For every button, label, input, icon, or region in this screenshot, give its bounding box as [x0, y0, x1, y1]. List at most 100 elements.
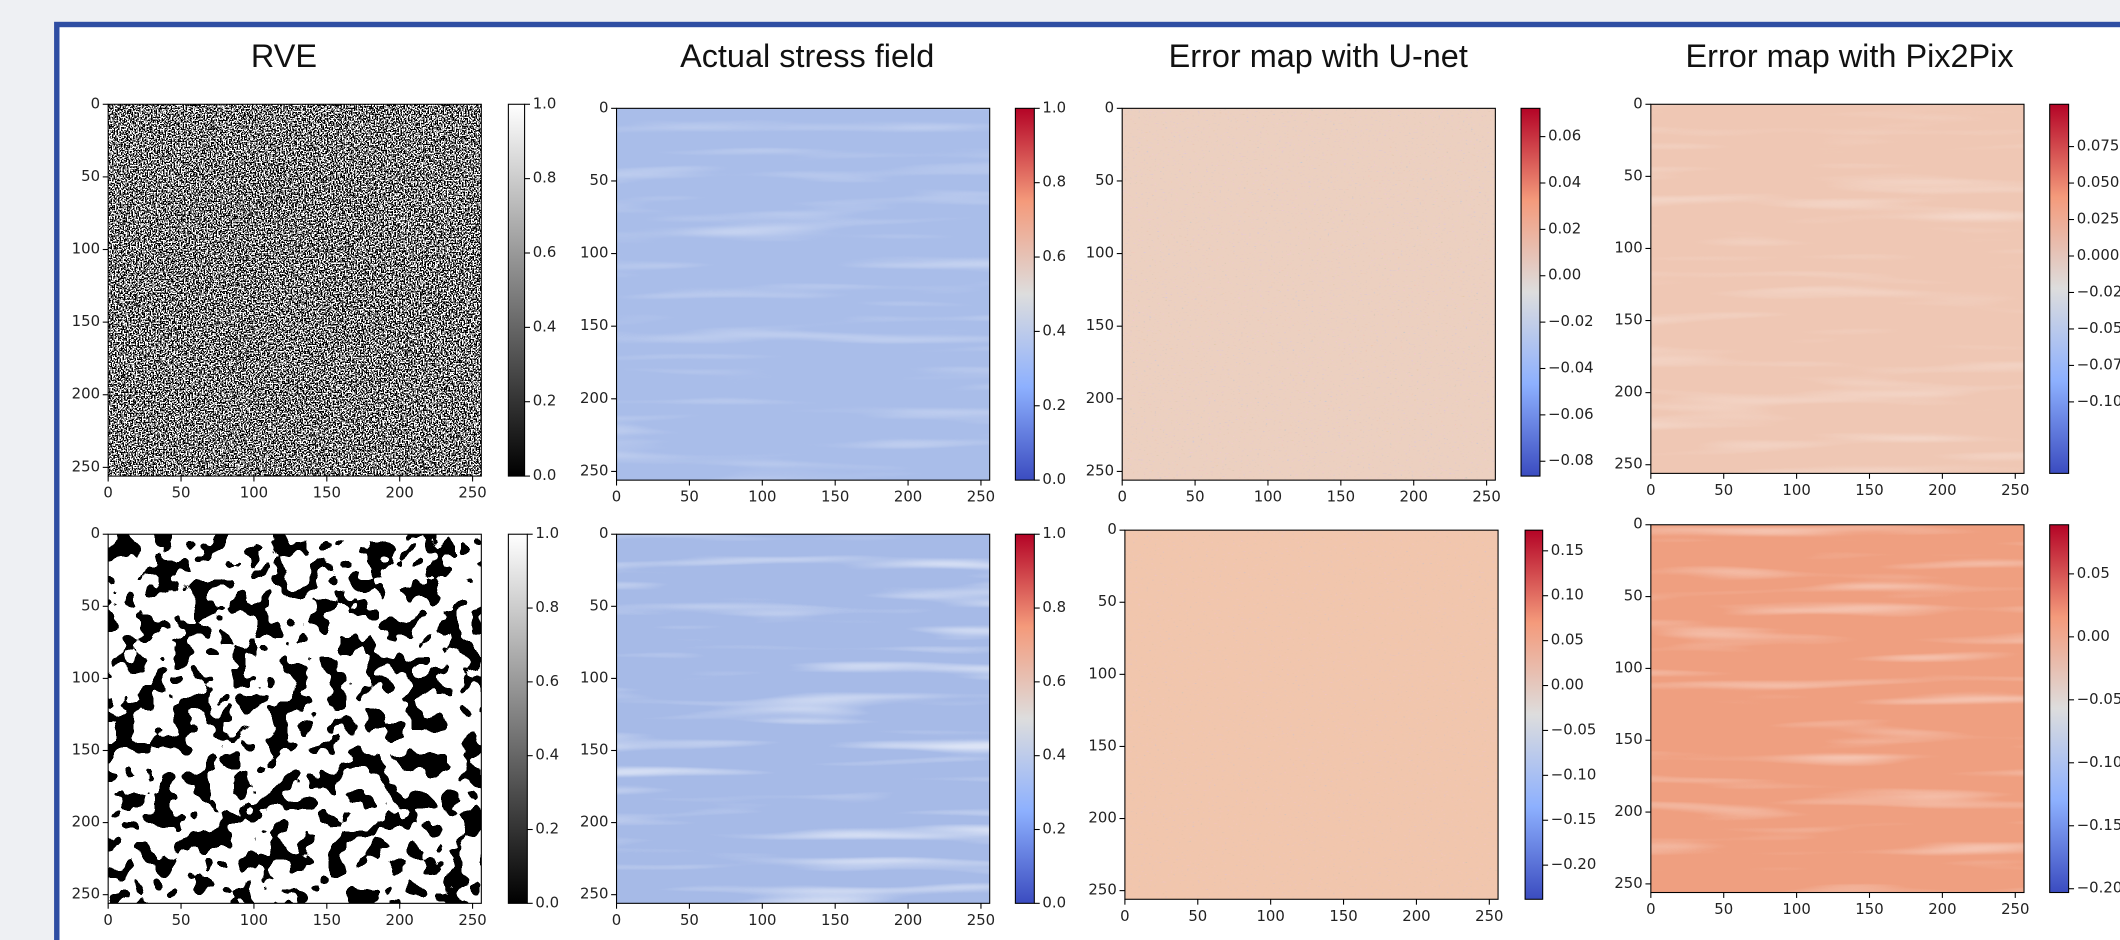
- x-tick-label: 50: [680, 488, 699, 506]
- y-tick-label: 0: [599, 524, 608, 542]
- colorbar-tick-label: −0.10: [1551, 765, 1597, 783]
- colorbar-tick-label: 0.4: [533, 317, 557, 335]
- axes-frame: [1650, 103, 2025, 474]
- y-tick-label: 250: [580, 885, 608, 903]
- axes-frame: [1124, 529, 1499, 900]
- x-tick-label: 0: [103, 911, 112, 929]
- heatmap-texture: [616, 534, 990, 904]
- y-tick-label: 100: [1614, 238, 1642, 256]
- colorbar-tick-label: 0.6: [533, 243, 557, 261]
- colorbar-tick-label: 0.0: [535, 893, 559, 911]
- y-tick-label: 250: [1614, 455, 1642, 473]
- colorbar-tick-label: 0.00: [2077, 627, 2110, 645]
- x-tick-label: 200: [386, 911, 414, 929]
- x-tick-label: 150: [313, 911, 341, 929]
- x-tick-label: 250: [458, 484, 486, 502]
- colorbar-tick-label: −0.05: [2077, 690, 2120, 708]
- colorbar-tick-label: 0.6: [535, 672, 559, 690]
- y-tick-label: 150: [1614, 730, 1642, 748]
- colorbar-tick-label: −0.04: [1548, 358, 1594, 376]
- y-tick-label: 0: [1105, 98, 1114, 116]
- colorbar-tick-label: −0.02: [1548, 312, 1594, 330]
- x-tick-label: 250: [458, 911, 486, 929]
- colorbar-tick-label: −0.100: [2077, 392, 2120, 410]
- colorbar-tick-label: 1.0: [1042, 98, 1066, 116]
- colorbar-tick-label: 0.06: [1548, 127, 1581, 145]
- y-tick-label: 50: [1624, 587, 1643, 605]
- x-tick-label: 150: [313, 484, 341, 502]
- column-title: Error map with Pix2Pix: [1686, 38, 2014, 74]
- y-tick-label: 250: [72, 885, 100, 903]
- y-tick-label: 250: [1614, 874, 1642, 892]
- y-tick-label: 250: [1088, 881, 1116, 899]
- colorbar: [1520, 107, 1541, 477]
- colorbar-tick-label: 0.02: [1548, 219, 1581, 237]
- x-tick-label: 0: [103, 484, 112, 502]
- y-tick-label: 100: [72, 240, 100, 258]
- colorbar: [1014, 533, 1035, 904]
- colorbar-tick-label: 0.00: [1551, 676, 1584, 694]
- colorbar-tick-label: −0.20: [1551, 855, 1597, 873]
- y-tick-label: 0: [91, 524, 100, 542]
- colorbar-tick-label: −0.08: [1548, 451, 1594, 469]
- colorbar-tick-label: 0.075: [2077, 137, 2120, 155]
- colorbar-tick-label: 0.8: [1042, 598, 1066, 616]
- colorbar-tick-label: 0.0: [1042, 470, 1066, 488]
- y-tick-label: 50: [1098, 592, 1117, 610]
- x-tick-label: 250: [967, 911, 995, 929]
- y-tick-label: 100: [1086, 244, 1114, 262]
- x-tick-label: 0: [612, 911, 621, 929]
- column-title: RVE: [251, 38, 317, 74]
- colorbar-tick-label: 0.2: [535, 820, 559, 838]
- x-tick-label: 100: [240, 484, 268, 502]
- colorbar-tick-label: 0.050: [2077, 173, 2120, 191]
- axes-frame: [1121, 107, 1496, 481]
- colorbar-tick-label: 0.000: [2077, 246, 2120, 264]
- y-tick-label: 250: [72, 457, 100, 475]
- x-tick-label: 200: [386, 484, 414, 502]
- heatmap-texture: [1122, 108, 1496, 481]
- y-tick-label: 50: [589, 596, 608, 614]
- colorbar-tick-label: 0.8: [1042, 173, 1066, 191]
- x-tick-label: 200: [1928, 481, 1956, 499]
- colorbar-tick-label: −0.05: [1551, 720, 1597, 738]
- heatmap-texture: [108, 534, 482, 904]
- heatmap-texture: [1124, 530, 1499, 900]
- x-tick-label: 0: [612, 488, 621, 506]
- y-tick-label: 150: [1086, 316, 1114, 334]
- axes-frame: [615, 533, 991, 904]
- x-tick-label: 0: [1120, 907, 1129, 925]
- colorbar: [2049, 524, 2070, 894]
- y-tick-label: 200: [72, 385, 100, 403]
- colorbar-tick-label: 1.0: [533, 94, 557, 112]
- x-tick-label: 200: [1400, 488, 1428, 506]
- axes-frame: [107, 103, 482, 477]
- x-tick-label: 100: [1256, 907, 1284, 925]
- y-tick-label: 200: [1614, 383, 1642, 401]
- y-tick-label: 100: [1614, 658, 1642, 676]
- heatmap-texture: [108, 104, 482, 477]
- x-tick-label: 50: [172, 911, 191, 929]
- colorbar: [1524, 529, 1544, 900]
- column-title: Error map with U-net: [1169, 38, 1468, 74]
- y-tick-label: 150: [580, 316, 608, 334]
- y-tick-label: 200: [1614, 802, 1642, 820]
- colorbar-tick-label: −0.15: [1551, 810, 1597, 828]
- colorbar-tick-label: 0.6: [1042, 672, 1066, 690]
- colorbar-tick-label: −0.20: [2077, 879, 2120, 897]
- colorbar: [507, 533, 528, 904]
- colorbar-tick-label: 0.6: [1042, 247, 1066, 265]
- x-tick-label: 0: [1646, 900, 1655, 918]
- colorbar-tick-label: −0.025: [2077, 282, 2120, 300]
- y-tick-label: 100: [580, 668, 608, 686]
- x-tick-label: 100: [1254, 488, 1282, 506]
- colorbar-tick-label: −0.050: [2077, 319, 2120, 337]
- y-tick-label: 200: [580, 813, 608, 831]
- x-tick-label: 250: [1475, 907, 1503, 925]
- colorbar-tick-label: 1.0: [1042, 524, 1066, 542]
- x-tick-label: 50: [172, 484, 191, 502]
- axes-frame: [615, 107, 991, 481]
- y-tick-label: 50: [1624, 166, 1643, 184]
